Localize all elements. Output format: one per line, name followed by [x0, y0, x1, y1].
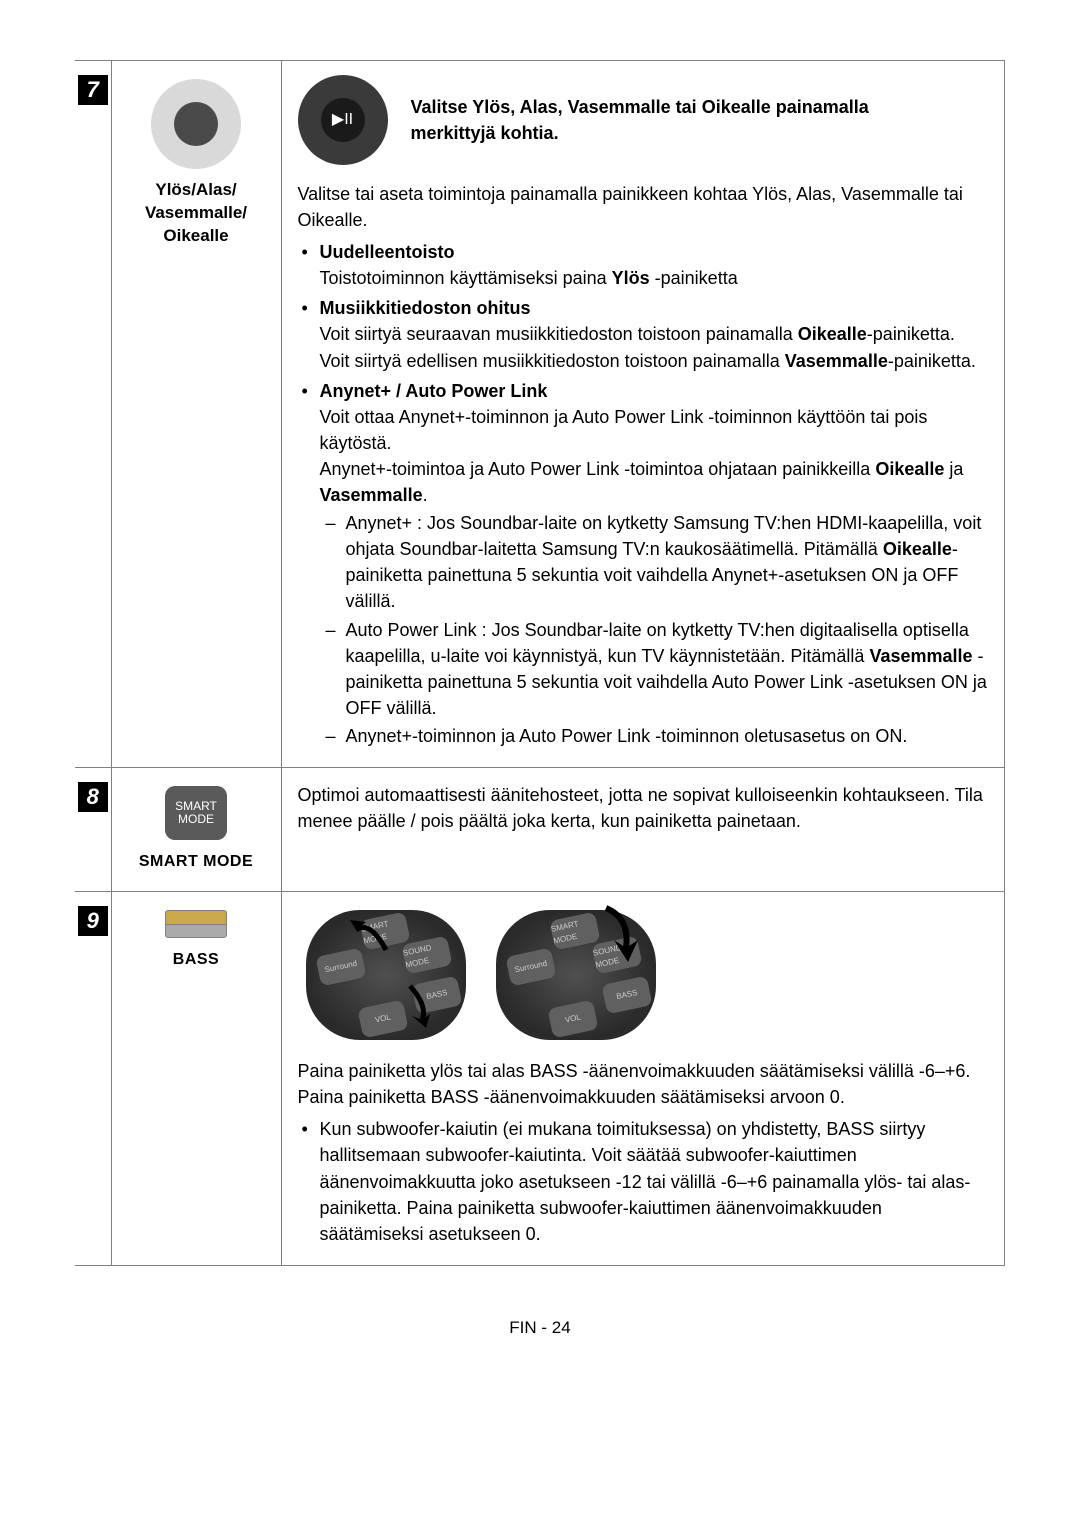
remote-diagram-left: SMART MODE SOUND MODE Surround BASS VOL — [306, 910, 466, 1040]
row-number-cell: 9 — [75, 892, 111, 1266]
row-description-cell: ▶II Valitse Ylös, Alas, Vasemmalle tai O… — [281, 61, 1005, 768]
intro-text: Valitse tai aseta toimintoja painamalla … — [298, 181, 989, 233]
list-item: Uudelleentoisto Toistotoiminnon käyttämi… — [298, 239, 989, 291]
smart-mode-button-icon: SMART MODE — [165, 786, 227, 840]
list-item: Musiikkitiedoston ohitus Voit siirtyä se… — [298, 295, 989, 373]
list-item: Anynet+-toiminnon ja Auto Power Link -to… — [320, 723, 989, 749]
row-description-cell: SMART MODE SOUND MODE Surround BASS VOL … — [281, 892, 1005, 1266]
dpad-icon — [151, 79, 241, 169]
row-label-cell: SMART MODE SMART MODE — [111, 767, 281, 891]
arrow-up-icon — [340, 906, 400, 966]
list-item: Anynet+ : Jos Soundbar-laite on kytketty… — [320, 510, 989, 614]
feature-text: Anynet+-toimintoa ja Auto Power Link -to… — [320, 459, 964, 505]
table-row: 8 SMART MODE SMART MODE Optimoi automaat… — [75, 767, 1005, 891]
bass-rocker-bottom-icon — [165, 924, 227, 938]
row-label-cell: Ylös/Alas/ Vasemmalle/ Oikealle — [111, 61, 281, 768]
feature-list: Kun subwoofer-kaiutin (ei mukana toimitu… — [298, 1116, 989, 1246]
list-item: Anynet+ / Auto Power Link Voit ottaa Any… — [298, 378, 989, 749]
sub-list: Anynet+ : Jos Soundbar-laite on kytketty… — [320, 510, 989, 749]
feature-heading: Anynet+ / Auto Power Link — [320, 381, 548, 401]
dpad-mini-icon: ▶II — [298, 75, 388, 165]
remote-btn-icon: Surround — [505, 948, 556, 987]
feature-text: Toistotoiminnon käyttämiseksi paina Ylös… — [320, 268, 738, 288]
feature-list: Uudelleentoisto Toistotoiminnon käyttämi… — [298, 239, 989, 749]
row-number-cell: 7 — [75, 61, 111, 768]
row-label-line: Vasemmalle/ — [145, 203, 247, 222]
feature-text: Paina painiketta ylös tai alas BASS -ään… — [298, 1058, 989, 1110]
dpad-center-icon — [174, 102, 218, 146]
row-label: BASS — [128, 948, 265, 971]
feature-text: Voit siirtyä seuraavan musiikkitiedoston… — [320, 324, 976, 370]
bass-rocker-top-icon — [165, 910, 227, 924]
remote-btn-icon: SMART MODE — [549, 912, 600, 951]
manual-table: 7 Ylös/Alas/ Vasemmalle/ Oikealle ▶II Va… — [75, 60, 1005, 1266]
row-number-badge: 7 — [78, 75, 108, 105]
row-number-badge: 9 — [78, 906, 108, 936]
page-footer: FIN - 24 — [75, 1316, 1005, 1341]
remote-diagram-pair: SMART MODE SOUND MODE Surround BASS VOL … — [306, 910, 989, 1040]
dpad-instruction-title: Valitse Ylös, Alas, Vasemmalle tai Oikea… — [411, 94, 931, 146]
row-number-badge: 8 — [78, 782, 108, 812]
table-row: 9 BASS SMART MODE SOUND MODE Surround BA… — [75, 892, 1005, 1266]
bass-rocker-icon — [165, 910, 227, 938]
play-pause-icon: ▶II — [321, 98, 365, 142]
remote-btn-icon: VOL — [357, 1000, 408, 1039]
row-label: SMART MODE — [128, 850, 265, 873]
remote-btn-icon: VOL — [547, 1000, 598, 1039]
row-label-line: Oikealle — [163, 226, 228, 245]
row-label-cell: BASS — [111, 892, 281, 1266]
row-number-cell: 8 — [75, 767, 111, 891]
dpad-instruction-block: ▶II Valitse Ylös, Alas, Vasemmalle tai O… — [298, 75, 989, 165]
feature-text: Voit ottaa Anynet+-toiminnon ja Auto Pow… — [320, 407, 928, 453]
feature-heading: Musiikkitiedoston ohitus — [320, 298, 531, 318]
arrow-down-icon — [402, 980, 452, 1030]
row-description-cell: Optimoi automaattisesti äänitehosteet, j… — [281, 767, 1005, 891]
list-item: Kun subwoofer-kaiutin (ei mukana toimitu… — [298, 1116, 989, 1246]
arrow-down-icon — [594, 900, 654, 970]
remote-btn-icon: BASS — [601, 976, 652, 1015]
list-item: Auto Power Link : Jos Soundbar-laite on … — [320, 617, 989, 721]
feature-heading: Uudelleentoisto — [320, 242, 455, 262]
table-row: 7 Ylös/Alas/ Vasemmalle/ Oikealle ▶II Va… — [75, 61, 1005, 768]
row-label: Ylös/Alas/ Vasemmalle/ Oikealle — [128, 179, 265, 248]
feature-text: Optimoi automaattisesti äänitehosteet, j… — [298, 785, 983, 831]
remote-diagram-right: SMART MODE SOUND MODE Surround BASS VOL — [496, 910, 656, 1040]
remote-btn-icon: SOUND MODE — [401, 936, 452, 975]
row-label-line: Ylös/Alas/ — [155, 180, 236, 199]
